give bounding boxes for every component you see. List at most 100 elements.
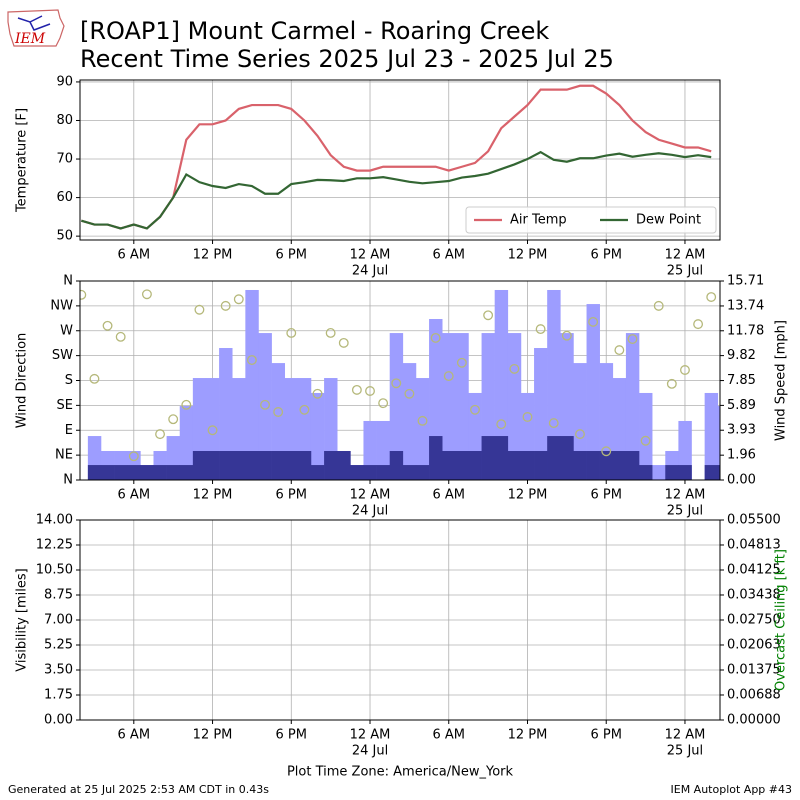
y-tick-label: 14.00 <box>36 513 73 528</box>
point <box>522 412 533 422</box>
bar <box>586 450 600 480</box>
bar <box>415 465 430 480</box>
y2-tick-label: 0.03438 <box>727 587 781 602</box>
point <box>575 429 585 440</box>
bar <box>717 465 720 480</box>
point <box>391 378 402 389</box>
point <box>443 371 454 382</box>
bar <box>442 450 456 480</box>
bar <box>612 450 627 480</box>
bar <box>494 289 509 480</box>
bar <box>402 363 417 480</box>
bar <box>205 450 220 480</box>
y2-tick-label: 0.00000 <box>727 713 781 728</box>
frame <box>79 519 721 721</box>
x-tick-label: 6 AM <box>432 248 465 263</box>
bar <box>599 363 614 480</box>
y-tick-label: 70 <box>56 152 73 167</box>
y-tick-label: S <box>65 373 73 388</box>
point <box>155 429 165 440</box>
line <box>81 150 712 230</box>
x-tick-sublabel: 24 Jul <box>352 744 388 759</box>
y2-tick-label: 15.71 <box>727 274 764 289</box>
bar <box>415 378 430 480</box>
y-axis-label: Visibility [miles] <box>15 568 30 671</box>
bar <box>442 333 456 480</box>
bar <box>507 333 522 480</box>
bar <box>402 465 417 480</box>
x-tick-label: 12 AM <box>350 488 391 503</box>
bar <box>547 289 561 480</box>
y-tick-label: SW <box>52 348 73 363</box>
bar <box>704 392 719 480</box>
y-tick-label: NW <box>50 298 73 313</box>
bar <box>179 465 194 480</box>
y-tick-label: 50 <box>56 229 73 244</box>
bar <box>87 465 102 480</box>
point <box>470 404 480 415</box>
bar <box>219 450 233 480</box>
x-tick-sublabel: 24 Jul <box>352 504 388 519</box>
point <box>417 415 428 426</box>
x-tick-sublabel: 25 Jul <box>667 504 703 519</box>
x-tick-label: 12 PM <box>193 728 233 743</box>
point <box>273 407 284 417</box>
y2-tick-label: 0.02750 <box>727 613 781 628</box>
point <box>561 330 572 341</box>
bar <box>219 348 233 480</box>
point <box>509 363 520 374</box>
bar <box>507 450 522 480</box>
y2-tick-label: 0.02063 <box>727 637 781 652</box>
point <box>260 399 270 410</box>
x-tick-label: 12 PM <box>193 488 233 503</box>
bar <box>179 406 194 480</box>
y-tick-label: W <box>60 323 73 338</box>
bar <box>389 333 404 480</box>
x-tick-label: 12 PM <box>508 488 548 503</box>
y2-axis-label: Overcast Ceiling [k ft] <box>774 549 789 691</box>
frame <box>79 79 721 241</box>
y-tick-label: 90 <box>56 74 73 89</box>
y2-tick-label: 0.04125 <box>727 563 781 578</box>
bar <box>599 450 614 480</box>
x-tick-label: 6 AM <box>118 488 151 503</box>
y2-tick-label: 1.96 <box>727 448 756 463</box>
point <box>706 292 717 302</box>
y-tick-label: SE <box>57 398 73 413</box>
x-axis-label: Plot Time Zone: America/New_York <box>287 765 514 780</box>
plot-area <box>80 281 720 480</box>
y-tick-label: 10.50 <box>36 563 73 578</box>
bar <box>310 392 325 480</box>
title-line: Recent Time Series 2025 Jul 23 - 2025 Ju… <box>80 45 614 73</box>
bar <box>127 465 141 480</box>
bar <box>376 465 390 480</box>
point <box>365 386 375 396</box>
y-tick-label: 1.75 <box>44 688 73 703</box>
title-line: [ROAP1] Mount Carmel - Roaring Creek <box>80 17 549 45</box>
legend: Air Temp Dew Point <box>465 206 717 234</box>
bar <box>389 450 404 480</box>
point <box>207 425 218 436</box>
y-tick-label: 0.00 <box>44 713 73 728</box>
y2-tick-label: 11.78 <box>727 323 764 338</box>
y2-tick-label: 7.85 <box>727 373 756 388</box>
y-tick-label: 60 <box>56 190 73 205</box>
bar <box>337 450 351 480</box>
y2-tick-label: 0.04813 <box>727 537 781 552</box>
point <box>430 332 441 343</box>
y-tick-label: 7.00 <box>44 613 73 628</box>
x-tick-label: 12 AM <box>665 728 706 743</box>
bar <box>455 450 469 480</box>
point <box>325 328 336 338</box>
point <box>588 316 599 327</box>
bar <box>534 450 548 480</box>
point <box>627 334 638 344</box>
x-tick-label: 6 AM <box>432 728 465 743</box>
frame <box>79 280 721 481</box>
bar <box>534 348 548 480</box>
x-tick-label: 6 PM <box>276 248 307 263</box>
y-axis-label: Temperature [F] <box>15 108 30 213</box>
